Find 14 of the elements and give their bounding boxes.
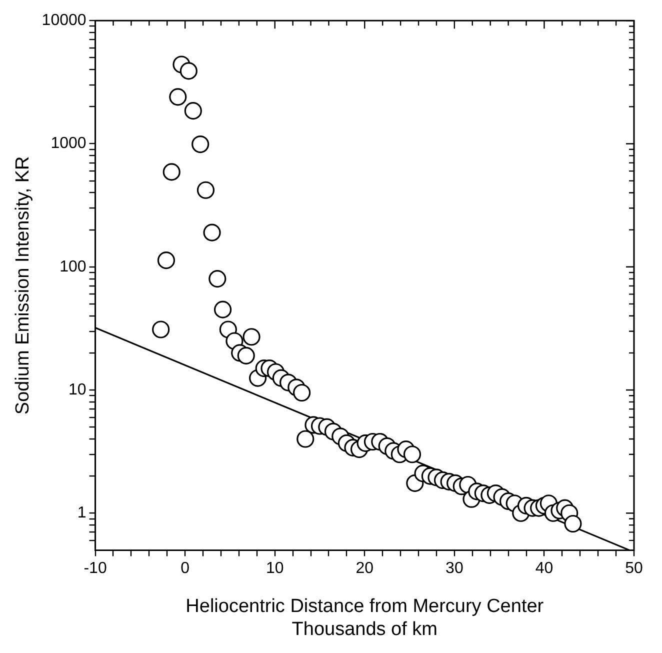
- x-tick-label: 50: [625, 560, 643, 578]
- y-tick-label: 1: [77, 504, 86, 522]
- x-tick-label: -10: [84, 560, 107, 578]
- y-tick-label: 10000: [42, 12, 86, 30]
- x-tick-label: 10: [266, 560, 284, 578]
- x-axis-title: Heliocentric Distance from Mercury Center Thousands of km: [186, 596, 544, 640]
- x-tick-label: 20: [356, 560, 374, 578]
- x-tick-label: 40: [535, 560, 554, 578]
- y-tick-label: 10: [68, 381, 86, 398]
- x-tick-label: 30: [446, 560, 464, 578]
- y-tick-label: 1000: [50, 135, 86, 152]
- x-tick-label: 0: [180, 560, 190, 578]
- y-axis-title: Sodium Emission Intensity, KR: [12, 156, 34, 415]
- y-tick-label: 100: [60, 258, 86, 276]
